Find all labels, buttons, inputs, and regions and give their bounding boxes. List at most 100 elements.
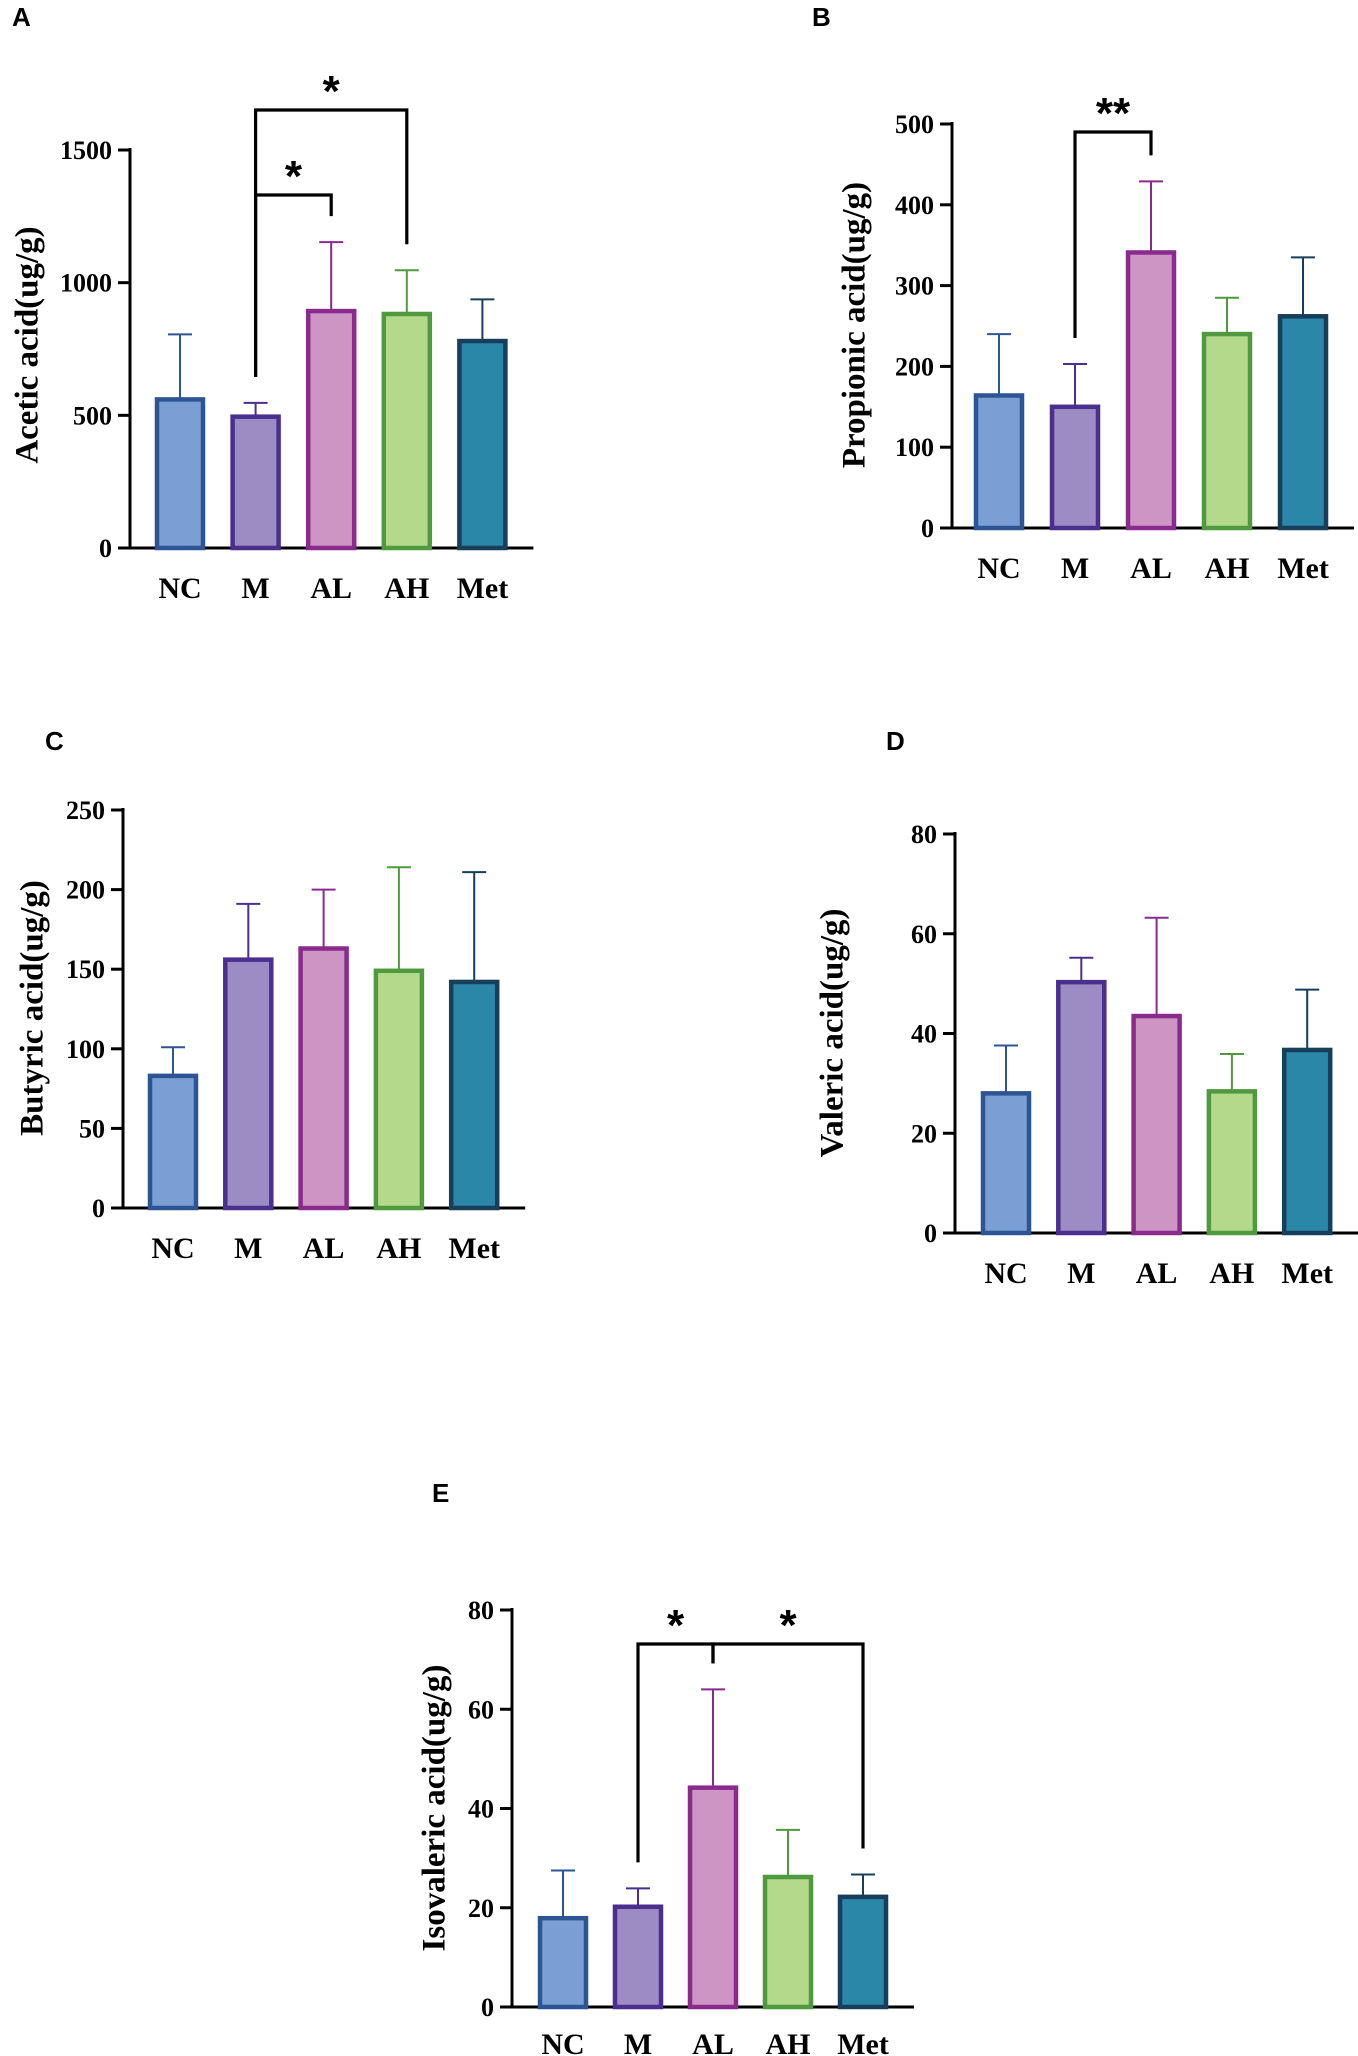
significance-label: * (285, 152, 303, 201)
y-tick-label: 80 (911, 820, 937, 849)
panel-letter: A (12, 2, 31, 32)
bar-nc (980, 1091, 1032, 1236)
x-tick-label-nc: NC (977, 552, 1020, 585)
significance-label: ** (1096, 89, 1131, 138)
chart-panel-d: D 0 20 40 60 80 Valeric acid(ug/g) NC M AL AH Met (815, 726, 1358, 1290)
bar-met (1277, 314, 1329, 531)
bar-al (305, 308, 357, 551)
bar-nc (154, 397, 206, 551)
bar-met (837, 1894, 889, 2010)
y-tick-label: 40 (468, 1795, 494, 1824)
bar-ah (1201, 331, 1253, 531)
panel-letter: B (812, 2, 831, 32)
bar-m (1056, 979, 1107, 1236)
x-tick-label-met: Met (1281, 1257, 1333, 1290)
x-tick-label-ah: AH (766, 2028, 811, 2056)
y-axis-title: Propionic acid(ug/g) (837, 182, 873, 468)
x-tick-label-m: M (1061, 552, 1089, 585)
significance-label: * (323, 67, 341, 116)
x-tick-label-ah: AH (384, 572, 429, 605)
y-tick-label: 60 (911, 920, 937, 949)
y-tick-label: 80 (468, 1596, 494, 1625)
x-tick-label-met: Met (1277, 552, 1329, 585)
x-tick-label-m: M (624, 2028, 652, 2056)
y-tick-label: 1000 (60, 269, 112, 298)
bar-met (1281, 1047, 1333, 1236)
bar-m (230, 414, 281, 551)
x-tick-label-met: Met (837, 2028, 889, 2056)
significance-bracket (1073, 130, 1153, 338)
y-tick-label: 20 (468, 1894, 494, 1923)
x-tick-label-nc: NC (984, 1257, 1027, 1290)
x-tick-label-al: AL (1130, 552, 1172, 585)
bar-ah (373, 968, 425, 1211)
y-tick-label: 400 (895, 191, 934, 220)
panel-letter: E (432, 1478, 449, 1508)
y-tick-label: 250 (66, 796, 105, 825)
x-tick-label-al: AL (310, 572, 352, 605)
y-tick-label: 20 (911, 1119, 937, 1148)
y-tick-label: 500 (895, 110, 934, 139)
y-tick-label: 300 (895, 272, 934, 301)
chart-panel-a: A 0 500 1000 1500 Acetic acid(ug/g) NC M AL AH Met… (10, 2, 534, 605)
y-tick-label: 0 (481, 1993, 494, 2022)
y-tick-label: 40 (911, 1020, 937, 1049)
y-tick-label: 500 (73, 401, 112, 430)
bar-al (687, 1785, 739, 2010)
y-tick-label: 1500 (60, 136, 112, 165)
x-tick-label-ah: AH (376, 1232, 421, 1265)
y-tick-label: 200 (66, 876, 105, 905)
y-tick-label: 100 (66, 1035, 105, 1064)
y-axis-title: Acetic acid(ug/g) (10, 226, 46, 463)
y-tick-label: 50 (79, 1114, 105, 1143)
y-tick-label: 0 (92, 1194, 105, 1223)
x-tick-label-nc: NC (151, 1232, 194, 1265)
panel-letter: D (886, 726, 905, 756)
y-tick-label: 0 (921, 514, 934, 543)
x-tick-label-al: AL (1136, 1257, 1178, 1290)
x-tick-label-al: AL (303, 1232, 345, 1265)
bar-al (1125, 250, 1177, 531)
x-tick-label-ah: AH (1209, 1257, 1254, 1290)
x-tick-label-met: Met (457, 572, 509, 605)
x-tick-label-al: AL (692, 2028, 734, 2056)
y-axis-title: Valeric acid(ug/g) (815, 909, 851, 1158)
bar-met (448, 979, 500, 1211)
bar-nc (147, 1073, 199, 1211)
bar-ah (1206, 1089, 1258, 1236)
y-tick-label: 150 (66, 955, 105, 984)
bar-al (298, 946, 349, 1211)
y-tick-label: 0 (924, 1219, 937, 1248)
y-axis-title: Isovaleric acid(ug/g) (417, 1665, 453, 1952)
chart-panel-e: E 0 20 40 60 80 Isovaleric acid(ug/g) NC M AL AH Me… (417, 1478, 914, 2056)
x-tick-label-m: M (234, 1232, 262, 1265)
bar-ah (381, 311, 433, 551)
significance-label: * (779, 1601, 797, 1650)
bar-m (223, 957, 274, 1211)
panel-letter: C (45, 726, 64, 756)
bar-m (1049, 404, 1101, 531)
bar-ah (762, 1874, 814, 2010)
y-axis-title: Butyric acid(ug/g) (15, 880, 51, 1136)
x-tick-label-nc: NC (541, 2028, 584, 2056)
bar-al (1131, 1013, 1182, 1236)
x-tick-label-m: M (1067, 1257, 1095, 1290)
bar-m (612, 1904, 664, 2010)
x-tick-label-ah: AH (1205, 552, 1250, 585)
significance-bracket (254, 108, 409, 377)
x-tick-label-m: M (241, 572, 269, 605)
bar-met (457, 338, 508, 551)
x-tick-label-nc: NC (158, 572, 201, 605)
x-tick-label-met: Met (448, 1232, 500, 1265)
chart-panel-b: B 0 100 200 300 400 500 Propionic acid(ug/g) NC M… (812, 2, 1354, 585)
chart-panel-c: C 0 50 100 150 200 250 Butyric acid(ug/g) NC M AL A… (15, 726, 526, 1265)
y-tick-label: 100 (895, 433, 934, 462)
significance-label: * (667, 1601, 685, 1650)
y-tick-label: 0 (99, 534, 112, 563)
bar-nc (973, 393, 1025, 531)
y-tick-label: 60 (468, 1695, 494, 1724)
y-tick-label: 200 (895, 352, 934, 381)
bar-nc (537, 1915, 589, 2010)
significance-bracket (711, 1642, 865, 1849)
